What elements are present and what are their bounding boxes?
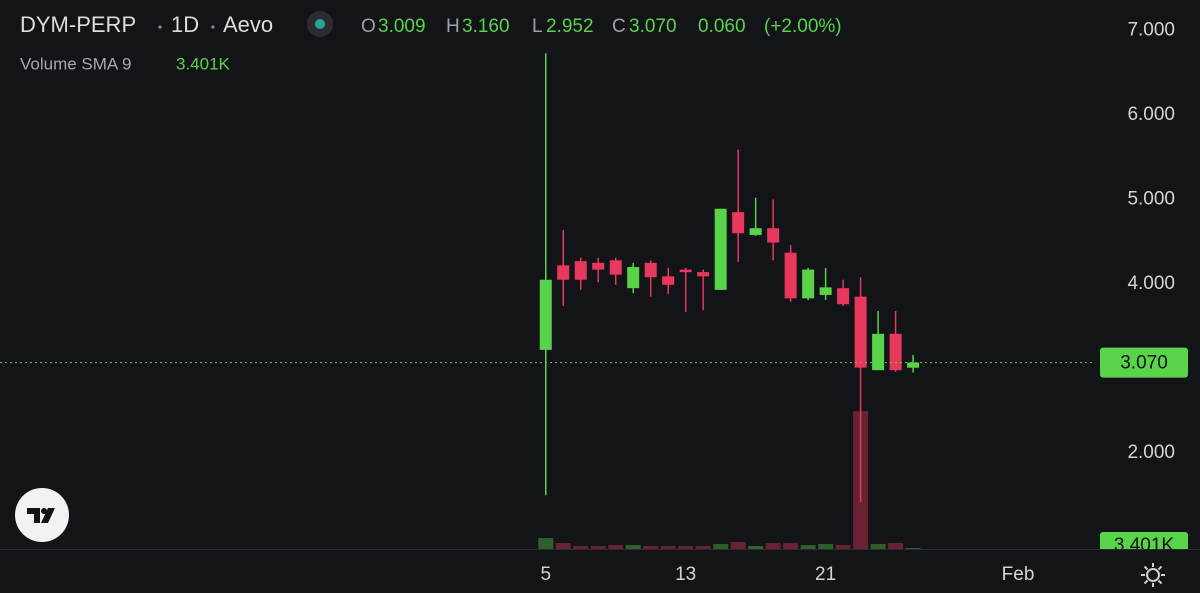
volume-bar — [783, 543, 799, 549]
volume-bar — [888, 543, 904, 549]
indicator-value: 3.401K — [176, 54, 231, 73]
x-tick-label: 5 — [540, 564, 551, 585]
y-tick-label: 4.000 — [1127, 273, 1175, 294]
volume-indicator-label: 3.401K — [1114, 535, 1175, 556]
volume-bar — [590, 546, 606, 549]
volume-bar — [625, 545, 641, 549]
volume-bar — [608, 545, 624, 549]
interval: 1D — [171, 12, 199, 37]
volume-bar — [835, 545, 851, 549]
low-label: L — [532, 16, 543, 37]
separator — [211, 25, 215, 29]
open-label: O — [361, 16, 376, 37]
candle-body — [539, 279, 552, 350]
separator — [158, 25, 162, 29]
volume-bar — [678, 546, 694, 549]
exchange: Aevo — [223, 12, 273, 37]
gear-circle — [1146, 568, 1160, 582]
status-dot — [315, 19, 325, 29]
candle-body — [907, 362, 920, 368]
candle-body — [767, 228, 780, 243]
candle-body — [854, 296, 867, 368]
candle-body — [732, 212, 745, 234]
x-tick-label: Feb — [1002, 564, 1035, 585]
y-tick-label: 5.000 — [1127, 188, 1175, 209]
change-value: 0.060 — [698, 16, 746, 37]
tradingview-logo[interactable] — [15, 488, 69, 542]
y-tick-label: 6.000 — [1127, 104, 1175, 125]
candle-body — [662, 276, 675, 285]
candle-body — [872, 333, 885, 371]
candle-body — [837, 288, 850, 305]
candle-body — [644, 262, 657, 278]
volume-bar — [870, 544, 886, 549]
candle-body — [819, 287, 832, 295]
candle-body — [784, 252, 797, 299]
candle-body — [749, 228, 762, 235]
candle-body — [557, 265, 570, 280]
candle-body — [679, 269, 692, 273]
axes: 2.000 4.000 5.000 6.000 7.000 5 13 21 Feb 3.070 3.… — [540, 19, 1188, 585]
y-tick-label: 2.000 — [1127, 442, 1175, 463]
volume-bar — [660, 546, 676, 549]
last-price-label: 3.070 — [1120, 353, 1168, 374]
volume-bar — [555, 543, 571, 549]
volume-box: 3.401K — [1100, 532, 1188, 556]
gear-rays — [1141, 563, 1165, 587]
indicator-name: Volume SMA 9 — [20, 54, 132, 73]
change-percent: (+2.00%) — [764, 16, 842, 37]
y-tick-label: 7.000 — [1127, 19, 1175, 40]
logo-dot — [41, 508, 47, 514]
volume-bar — [730, 542, 746, 549]
candle-body — [889, 333, 902, 371]
volume-bar — [748, 546, 764, 549]
volume-bar — [818, 544, 834, 549]
volume-bar — [905, 548, 921, 549]
last-price-box — [1100, 347, 1188, 378]
plot-area — [0, 53, 1095, 549]
low-value: 2.952 — [546, 16, 594, 37]
x-tick-label: 13 — [675, 564, 696, 585]
candle-body — [714, 208, 727, 290]
volume-bar — [800, 545, 816, 549]
close-label: C — [612, 16, 626, 37]
high-value: 3.160 — [462, 16, 510, 37]
volume-bar — [573, 546, 589, 549]
volume-bar — [695, 546, 711, 549]
volume-bar — [643, 546, 659, 549]
logo-circle — [15, 488, 69, 542]
candle-body — [609, 260, 622, 275]
symbol: DYM-PERP — [20, 12, 136, 37]
open-value: 3.009 — [378, 16, 426, 37]
volume-bar — [538, 538, 554, 549]
high-label: H — [446, 16, 460, 37]
x-axis-background — [0, 550, 1200, 593]
logo-mark — [27, 508, 55, 523]
candle-body — [574, 261, 587, 280]
settings-icon[interactable] — [1141, 563, 1165, 587]
close-value: 3.070 — [629, 16, 677, 37]
candle-body — [697, 272, 710, 277]
candle-body — [627, 267, 640, 289]
volume-bar — [765, 543, 781, 549]
candle-body — [592, 262, 605, 270]
volume-box-bg — [1100, 532, 1188, 549]
volume-bar — [713, 544, 729, 549]
x-tick-label: 21 — [815, 564, 836, 585]
candle-body — [802, 269, 815, 299]
